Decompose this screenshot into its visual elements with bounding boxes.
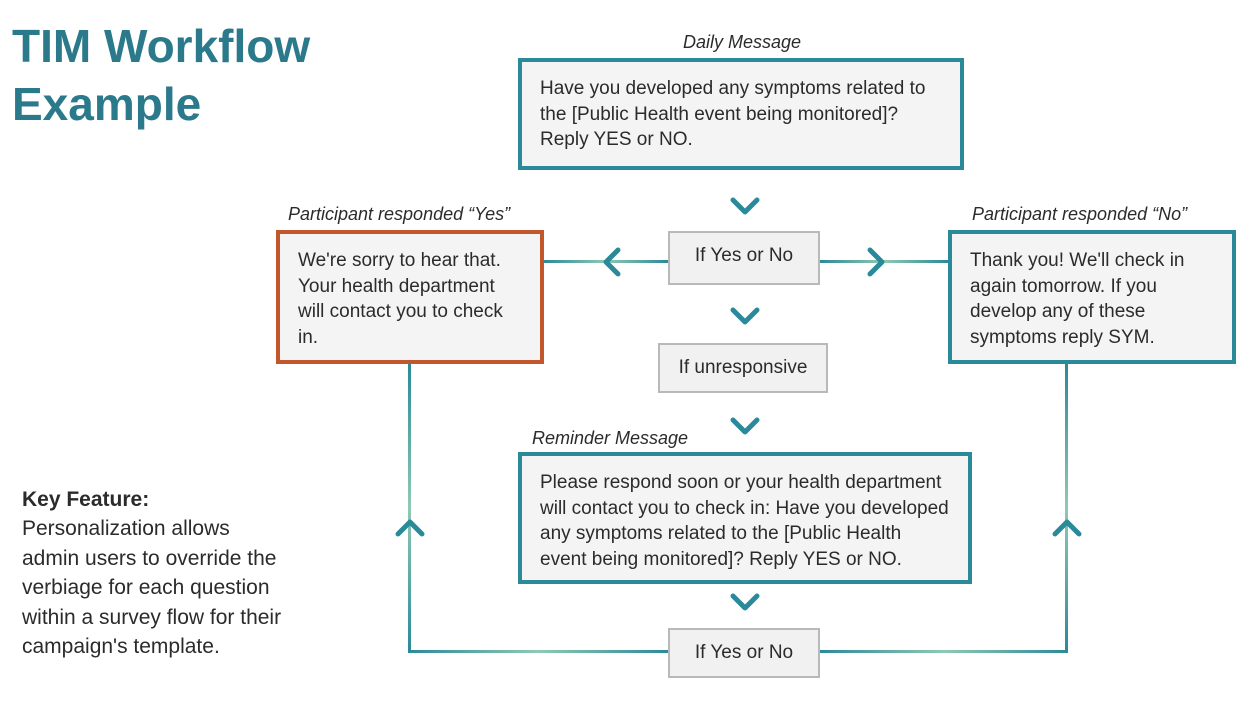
chevron-up-icon	[395, 517, 425, 537]
chevron-up-icon	[1052, 517, 1082, 537]
connector-line	[820, 650, 1068, 653]
node-daily-message-text: Have you developed any symptoms related …	[540, 78, 926, 150]
node-decision-top-text: If Yes or No	[695, 245, 793, 266]
node-yes-response-text: We're sorry to hear that. Your health de…	[298, 250, 503, 348]
connector-line	[1065, 364, 1068, 652]
node-no-response-text: Thank you! We'll check in again tomorrow…	[970, 250, 1184, 348]
node-no-response: Thank you! We'll check in again tomorrow…	[948, 230, 1236, 364]
node-decision-bottom-text: If Yes or No	[695, 642, 793, 663]
chevron-down-icon	[730, 417, 760, 437]
chevron-down-icon	[730, 307, 760, 327]
node-unresponsive: If unresponsive	[658, 343, 828, 393]
chevron-down-icon	[730, 593, 760, 613]
chevron-right-icon	[867, 247, 887, 277]
chevron-left-icon	[601, 247, 621, 277]
node-yes-response: We're sorry to hear that. Your health de…	[276, 230, 544, 364]
label-responded-no: Participant responded “No”	[972, 204, 1187, 225]
node-reminder-message: Please respond soon or your health depar…	[518, 452, 972, 584]
label-reminder-message: Reminder Message	[532, 428, 688, 449]
label-daily-message: Daily Message	[683, 32, 801, 53]
node-reminder-message-text: Please respond soon or your health depar…	[540, 472, 949, 570]
label-responded-yes: Participant responded “Yes”	[288, 204, 510, 225]
node-unresponsive-text: If unresponsive	[679, 357, 808, 378]
connector-line	[408, 650, 668, 653]
connector-line	[408, 364, 411, 652]
node-decision-top: If Yes or No	[668, 231, 820, 285]
chevron-down-icon	[730, 197, 760, 217]
workflow-diagram: Daily Message Participant responded “Yes…	[0, 0, 1245, 707]
node-daily-message: Have you developed any symptoms related …	[518, 58, 964, 170]
node-decision-bottom: If Yes or No	[668, 628, 820, 678]
